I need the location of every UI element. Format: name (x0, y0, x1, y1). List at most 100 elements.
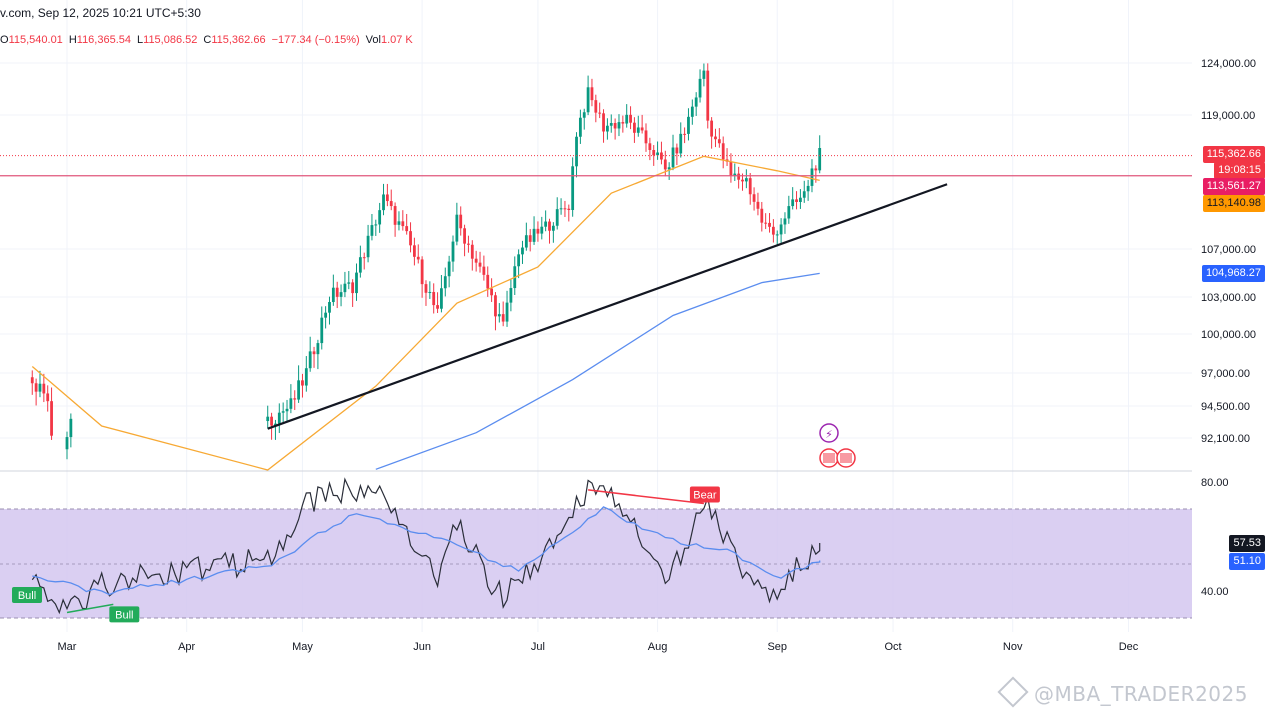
divergence-label-bg (12, 587, 42, 603)
candle-body (744, 178, 748, 182)
candle-body (478, 262, 482, 267)
candle-body (42, 383, 46, 394)
candle-body (555, 209, 559, 226)
candle-body (559, 208, 563, 210)
candle-body (382, 194, 385, 211)
rsi-tick-label: 80.00 (1201, 477, 1229, 489)
candle-body (737, 173, 741, 180)
candle-body (590, 87, 594, 101)
candle-body (721, 143, 725, 160)
candle-body (416, 256, 420, 260)
candle-body (347, 282, 351, 284)
candle-body (440, 288, 443, 309)
candle-body (667, 167, 671, 170)
candle-body (328, 302, 331, 313)
candle-body (799, 197, 802, 202)
candle-body (401, 221, 405, 227)
candle-body (285, 408, 289, 412)
candle-body (304, 368, 308, 386)
candle-body (660, 152, 663, 160)
time-tick-label: Nov (1003, 641, 1023, 653)
divergence-label-bg (109, 606, 140, 623)
candle-body (694, 97, 698, 107)
candle-body (366, 235, 370, 258)
candle-body (297, 380, 300, 400)
candle-body (65, 437, 69, 450)
candle-body (771, 226, 775, 235)
candle-body (355, 272, 358, 294)
candle-body (362, 257, 366, 259)
candle-body (497, 314, 501, 317)
last-price-tag: 115,362.66 (1202, 146, 1265, 163)
trendline[interactable] (267, 183, 948, 430)
candle-body (343, 283, 347, 293)
candle-body (443, 276, 447, 289)
candle-body (447, 261, 451, 277)
candle-body (567, 208, 571, 211)
rsi-ma-line (32, 506, 821, 596)
candle-body (405, 226, 409, 232)
rsi-value-tag: 57.53 (1229, 535, 1265, 552)
watermark-text: @MBA_TRADER2025 (1034, 682, 1248, 706)
candle-body (312, 351, 316, 355)
candle-body (571, 166, 575, 211)
candle-body (795, 199, 798, 202)
candle-body (532, 228, 536, 242)
candle-body (293, 398, 297, 400)
candle-body (474, 258, 478, 263)
candle-body (385, 194, 389, 202)
candle-body (528, 235, 532, 242)
price-tick-label: 100,000.00 (1201, 329, 1256, 341)
candle-body (505, 302, 509, 322)
candle-body (717, 139, 721, 144)
candle-body (760, 208, 764, 223)
ema50-line (31, 155, 820, 471)
price-tick-label: 94,500.00 (1201, 401, 1250, 413)
candle-body (602, 113, 605, 132)
lightning-icon[interactable] (819, 423, 839, 443)
candle-body (663, 159, 667, 170)
sma200-tag: 104,968.27 (1201, 265, 1265, 282)
candle-body (30, 377, 34, 384)
rsi-ma-tag: 51.10 (1229, 553, 1265, 570)
candle-body (331, 287, 335, 303)
candle-body (729, 161, 733, 176)
candle-body (509, 288, 513, 303)
candle-body (787, 206, 791, 219)
candle-body (636, 127, 640, 133)
time-tick-label: Apr (178, 641, 195, 653)
candle-body (633, 122, 636, 133)
divergence-line (588, 489, 704, 505)
candle-body (436, 305, 439, 309)
time-tick-label: Jun (413, 641, 431, 653)
price-axis[interactable]: 124,000.00 119,000.00 107,000.00 103,000.00… (1201, 58, 1256, 598)
candle-body (540, 226, 544, 234)
candle-body (783, 218, 787, 225)
candle-body (69, 418, 73, 438)
time-axis[interactable]: Mar Apr May Jun Jul Aug Sep Oct Nov Dec (58, 641, 1139, 653)
price-tick-label: 107,000.00 (1201, 244, 1256, 256)
candle-body (613, 123, 617, 129)
candle-body (814, 168, 818, 171)
candle-body (598, 112, 602, 114)
candle-body (575, 136, 578, 167)
candle-body (609, 123, 613, 126)
candle-body (748, 178, 752, 195)
candle-body (467, 243, 470, 245)
candle-body (358, 257, 362, 273)
candle-body (397, 221, 401, 225)
candle-body (289, 398, 293, 409)
level-tag: 113,561.27 (1202, 178, 1265, 195)
candle-body (714, 136, 717, 140)
candle-body (46, 393, 50, 402)
candle-body (308, 351, 312, 369)
binance-logo-icon (997, 676, 1029, 708)
candles (30, 63, 822, 460)
candle-body (671, 147, 675, 168)
countdown-tag: 19:08:15 (1214, 162, 1265, 179)
watermark: @MBA_TRADER2025 (997, 676, 1248, 708)
candle-body (482, 266, 486, 275)
candle-body (524, 235, 528, 248)
event-icons[interactable]: ⚡ (819, 423, 856, 468)
